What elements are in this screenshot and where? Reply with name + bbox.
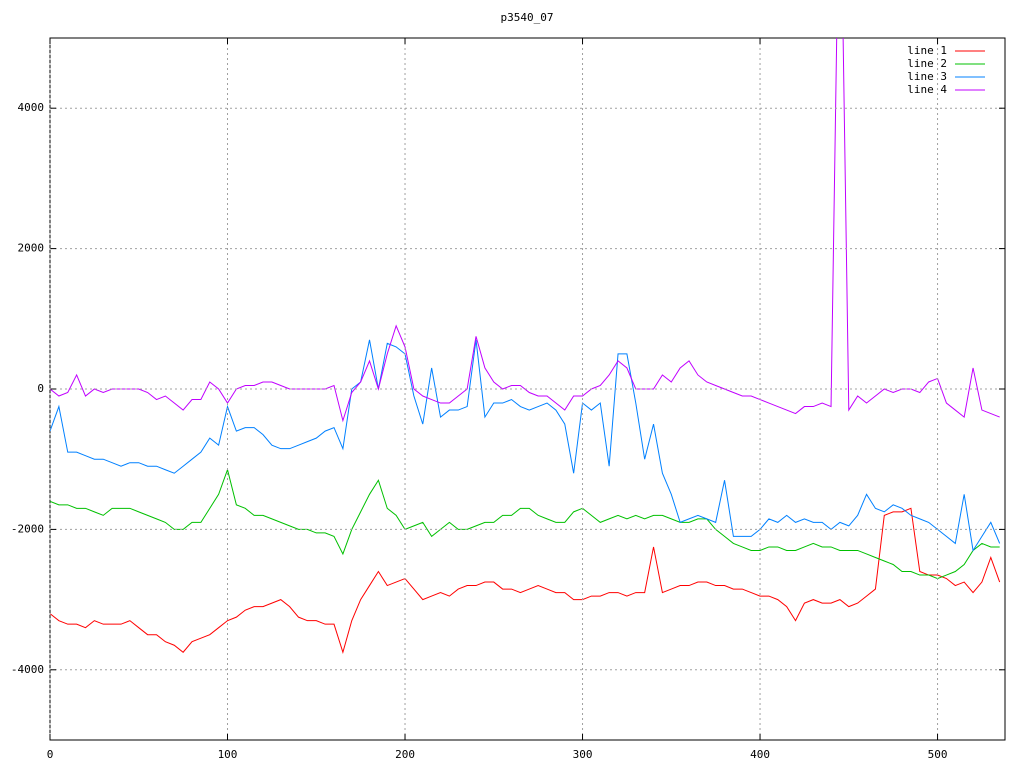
x-tick-label: 300 [573, 748, 593, 761]
legend-label: line 2 [907, 57, 947, 70]
x-tick-label: 500 [928, 748, 948, 761]
x-tick-label: 100 [218, 748, 238, 761]
chart-title: p3540_07 [501, 11, 554, 24]
legend-label: line 3 [907, 70, 947, 83]
y-tick-label: 4000 [18, 101, 45, 114]
plot-area [50, 38, 1001, 654]
series-line [50, 38, 1000, 423]
y-tick-label: -2000 [11, 522, 44, 535]
x-tick-label: 0 [47, 748, 54, 761]
series-line [50, 468, 1000, 580]
legend-label: line 1 [907, 44, 947, 57]
x-tick-label: 400 [750, 748, 770, 761]
y-tick-label: 0 [37, 382, 44, 395]
legend-label: line 4 [907, 83, 947, 96]
y-tick-label: -4000 [11, 663, 44, 676]
series-line [50, 507, 1001, 654]
x-tick-label: 200 [395, 748, 415, 761]
series-line [50, 339, 1001, 552]
y-tick-label: 2000 [18, 242, 45, 255]
